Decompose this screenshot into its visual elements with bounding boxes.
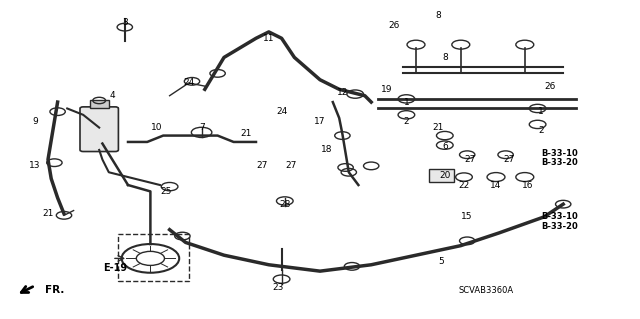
Text: 12: 12 xyxy=(337,88,348,97)
Text: 11: 11 xyxy=(263,34,275,43)
Text: 21: 21 xyxy=(433,123,444,132)
Text: 8: 8 xyxy=(436,11,441,20)
Text: 17: 17 xyxy=(314,117,326,126)
Text: 22: 22 xyxy=(458,181,470,189)
Text: 25: 25 xyxy=(161,187,172,196)
Text: 27: 27 xyxy=(257,161,268,170)
Text: 23: 23 xyxy=(273,283,284,292)
Text: 27: 27 xyxy=(503,155,515,164)
Text: 20: 20 xyxy=(439,171,451,180)
Text: SCVAB3360A: SCVAB3360A xyxy=(459,286,514,295)
Text: B-33-10: B-33-10 xyxy=(541,149,579,158)
Text: 27: 27 xyxy=(285,161,297,170)
Text: 9: 9 xyxy=(33,117,38,126)
Text: 19: 19 xyxy=(381,85,393,94)
Text: 1: 1 xyxy=(538,107,543,116)
Text: 6: 6 xyxy=(442,142,447,151)
Text: 14: 14 xyxy=(490,181,502,189)
FancyBboxPatch shape xyxy=(80,107,118,152)
Text: 26: 26 xyxy=(388,21,399,30)
Text: 7: 7 xyxy=(199,123,204,132)
Text: E-19: E-19 xyxy=(103,263,127,273)
Text: 24: 24 xyxy=(276,107,287,116)
Text: 26: 26 xyxy=(545,82,556,91)
Text: 28: 28 xyxy=(279,200,291,209)
Text: 21: 21 xyxy=(42,209,54,218)
Text: B-33-20: B-33-20 xyxy=(541,222,579,231)
Bar xyxy=(429,169,454,182)
Text: 10: 10 xyxy=(151,123,163,132)
Text: 4: 4 xyxy=(109,91,115,100)
Bar xyxy=(118,234,189,281)
Text: 8: 8 xyxy=(442,53,447,62)
Text: B-33-20: B-33-20 xyxy=(541,158,579,167)
Text: 2: 2 xyxy=(538,126,543,135)
Text: 5: 5 xyxy=(439,257,444,266)
Text: 3: 3 xyxy=(122,18,127,27)
Text: 1: 1 xyxy=(404,98,409,107)
Text: 27: 27 xyxy=(465,155,476,164)
Text: 2: 2 xyxy=(404,117,409,126)
Text: 16: 16 xyxy=(522,181,534,189)
Text: 18: 18 xyxy=(321,145,332,154)
Text: 24: 24 xyxy=(183,78,195,87)
Text: B-33-10: B-33-10 xyxy=(541,212,579,221)
Bar xyxy=(90,100,109,108)
Text: FR.: FR. xyxy=(45,285,64,295)
Text: 15: 15 xyxy=(461,212,473,221)
Text: 13: 13 xyxy=(29,161,41,170)
Text: 21: 21 xyxy=(241,130,252,138)
